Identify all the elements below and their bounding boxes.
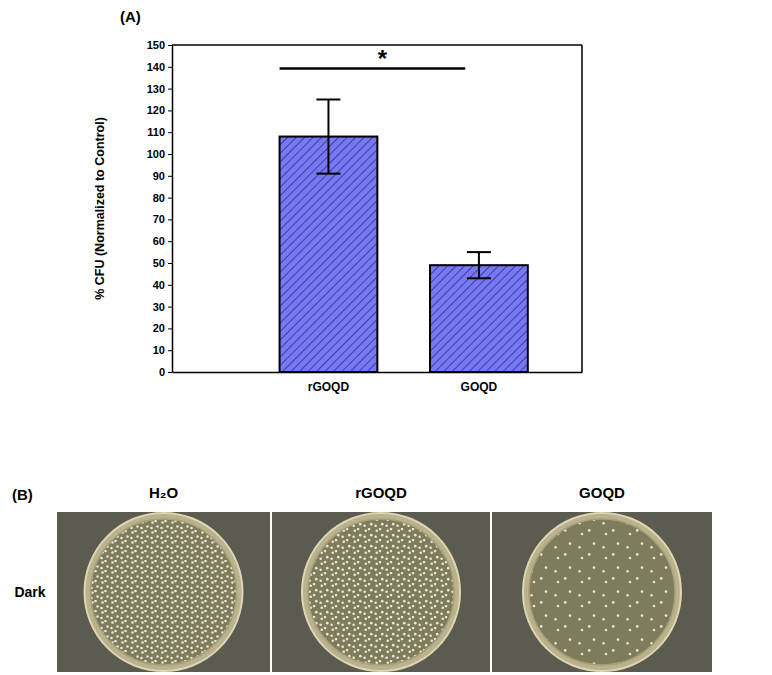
y-tick-label: 40 — [153, 279, 165, 291]
y-tick: 60 — [153, 235, 172, 247]
column-label: rGOQD — [355, 484, 407, 501]
plot-frame — [581, 45, 583, 372]
plot-area — [280, 100, 528, 373]
y-tick: 70 — [153, 213, 172, 225]
error-bar-cap — [316, 173, 340, 175]
y-tick: 0 — [159, 366, 172, 378]
y-axis-title: % CFU (Normalized to Control) — [93, 117, 107, 300]
error-bar-stem — [478, 252, 480, 278]
figure: (A) 0 10 20 30 40 50 60 70 80 90 100 110 120 130 140 150… — [0, 0, 772, 675]
error-bar-cap — [316, 99, 340, 101]
photo-background — [272, 512, 490, 672]
y-tick: 120 — [147, 104, 172, 116]
y-tick: 100 — [147, 148, 172, 160]
y-tick: 140 — [147, 61, 172, 73]
y-tick-label: 140 — [147, 61, 165, 73]
y-tick-label: 110 — [147, 126, 165, 138]
y-tick: 80 — [153, 192, 172, 204]
y-tick: 30 — [153, 301, 172, 313]
petri-dish-agar — [91, 519, 237, 665]
y-tick-label: 0 — [159, 366, 165, 378]
y-tick-label: 80 — [153, 192, 165, 204]
y-tick-mark — [168, 219, 172, 220]
y-tick-label: 150 — [147, 39, 165, 51]
y-axis-line — [172, 46, 174, 373]
error-bar-stem — [327, 100, 329, 174]
y-tick-mark — [168, 132, 172, 133]
y-tick-label: 30 — [153, 301, 165, 313]
y-tick: 130 — [147, 83, 172, 95]
y-tick-mark — [168, 241, 172, 242]
y-tick-mark — [168, 372, 172, 373]
y-tick-label: 10 — [153, 344, 165, 356]
page: (A) 0 10 20 30 40 50 60 70 80 90 100 110 120 130 140 150… — [0, 0, 772, 675]
y-tick-mark — [168, 110, 172, 111]
y-tick-mark — [168, 89, 172, 90]
y-tick-label: 20 — [153, 322, 165, 334]
petri-dish-rim — [85, 513, 243, 671]
y-tick-mark — [168, 154, 172, 155]
bar — [430, 265, 528, 372]
y-tick: 110 — [147, 126, 172, 138]
panel-label: (A) — [120, 8, 141, 25]
y-tick-mark — [168, 198, 172, 199]
significance-line — [280, 67, 466, 70]
y-tick-label: 90 — [153, 170, 165, 182]
error-bar — [467, 252, 491, 278]
x-tick: rGOQD — [308, 372, 350, 394]
error-bar — [316, 100, 340, 174]
x-tick-label: rGOQD — [308, 380, 350, 394]
y-tick-mark — [168, 67, 172, 68]
x-tick-label: GOQD — [461, 380, 498, 394]
x-axis: rGOQD GOQD — [173, 372, 583, 394]
y-tick-mark — [168, 328, 172, 329]
error-bar-cap — [467, 277, 491, 279]
y-tick-label: 120 — [147, 104, 165, 116]
x-tick: GOQD — [461, 372, 498, 394]
y-tick-mark — [168, 45, 172, 46]
y-tick-label: 130 — [147, 83, 165, 95]
y-tick-mark — [168, 176, 172, 177]
y-tick-mark — [168, 307, 172, 308]
y-tick-mark — [168, 263, 172, 264]
y-tick-label: 100 — [147, 148, 165, 160]
column-label: GOQD — [579, 484, 625, 501]
column-label: H₂O — [149, 484, 178, 501]
petri-dish-agar — [308, 519, 454, 665]
petri-dish-agar — [529, 519, 675, 665]
y-tick-mark — [168, 350, 172, 351]
y-tick-mark — [168, 285, 172, 286]
row-label: Dark — [14, 584, 45, 600]
y-tick: 20 — [153, 322, 172, 334]
y-tick-label: 70 — [153, 213, 165, 225]
y-tick-label: 50 — [153, 257, 165, 269]
y-tick: 40 — [153, 279, 172, 291]
significance-label: * — [378, 45, 388, 72]
y-tick: 90 — [153, 170, 172, 182]
petri-dish-rim — [302, 513, 460, 671]
panel-label: (B) — [12, 486, 33, 503]
y-tick: 150 — [147, 39, 172, 51]
y-tick: 10 — [153, 344, 172, 356]
y-axis: 0 10 20 30 40 50 60 70 80 90 100 110 120 130 140 150 — [147, 39, 173, 378]
petri-dish-rim — [523, 513, 681, 671]
error-bar-cap — [467, 251, 491, 253]
y-tick-label: 60 — [153, 235, 165, 247]
y-tick: 50 — [153, 257, 172, 269]
photo-background — [57, 512, 270, 672]
photo-background — [492, 512, 712, 672]
